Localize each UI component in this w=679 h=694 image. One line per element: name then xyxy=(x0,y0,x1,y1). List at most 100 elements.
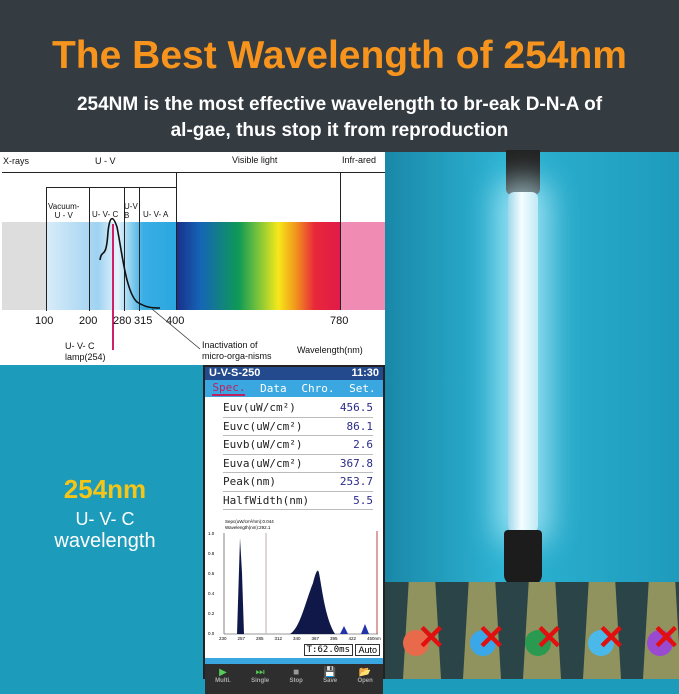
step-icon: ⏭ xyxy=(255,667,265,678)
spectrum-diagram: X-rays U - V Visible light Infr-ared Vac… xyxy=(0,152,385,365)
x-tick: 422 xyxy=(348,636,357,641)
infrared-band xyxy=(341,222,385,310)
wavelength-label: wavelength xyxy=(54,530,156,552)
divider xyxy=(139,187,140,311)
lamp-label: lamp(254) xyxy=(65,352,106,362)
region-label: Infr-ared xyxy=(342,155,377,165)
table-row: Euvb(uW/cm²) 2.6 xyxy=(223,436,373,455)
x-tick: 312 xyxy=(274,636,283,641)
tick-label: 315 xyxy=(134,315,153,327)
readings-table: Euv(uW/cm²) 456.5 Euvc(uW/cm²) 86.1 Euvb(u… xyxy=(205,397,383,513)
y-tick: 0.4 xyxy=(208,591,215,596)
tab-data[interactable]: Data xyxy=(260,382,287,395)
divider xyxy=(46,187,176,188)
cross-icon: ✕ xyxy=(652,619,679,657)
progress-bar xyxy=(205,658,383,664)
microorganism-strip: ✕ ✕ ✕ ✕ ✕ xyxy=(385,582,679,679)
region-label: U - V xyxy=(95,156,116,166)
row-label: HalfWidth(nm) xyxy=(223,493,310,507)
tick-label: 200 xyxy=(79,315,98,327)
save-button[interactable]: 💾 Save xyxy=(323,667,337,694)
clock: 11:30 xyxy=(351,367,379,379)
stop-button[interactable]: ■ Stop xyxy=(289,667,302,694)
row-value: 2.6 xyxy=(353,438,373,452)
open-button[interactable]: 📂 Open xyxy=(357,667,372,694)
row-value: 367.8 xyxy=(339,456,373,470)
x-tick: 395 xyxy=(330,636,338,641)
xray-band xyxy=(2,222,46,310)
divider xyxy=(46,187,47,311)
peak-365 xyxy=(290,570,335,634)
play-icon: ▶ xyxy=(219,667,227,678)
uv-band xyxy=(46,222,176,310)
row-value: 86.1 xyxy=(346,419,374,433)
subtitle-line: 254NM is the most effective wavelength t… xyxy=(76,94,603,115)
save-icon: 💾 xyxy=(323,667,337,678)
divider xyxy=(176,172,177,310)
status-row: T:62.0ms Auto xyxy=(205,643,383,658)
algae-icon xyxy=(525,630,551,656)
tab-bar: Spec. Data Chro. Set. xyxy=(205,380,383,397)
tab-chro[interactable]: Chro. xyxy=(301,382,335,395)
plot-info: Wavelength(nm):292.1 xyxy=(225,525,271,530)
y-tick: 0.8 xyxy=(208,551,215,556)
tick-label: 400 xyxy=(166,315,185,327)
bacteria-icon xyxy=(588,630,614,656)
table-row: Euv(uW/cm²) 456.5 xyxy=(223,399,373,418)
wavelength-callout: 254nm U- V- C wavelength xyxy=(40,474,170,553)
multi-button[interactable]: ▶ Multi. xyxy=(215,667,231,694)
cross-icon: ✕ xyxy=(477,619,506,657)
table-row: Peak(nm) 253.7 xyxy=(223,473,373,492)
subband-label: U- V- C xyxy=(92,210,119,219)
single-button[interactable]: ⏭ Single xyxy=(251,667,269,694)
inactivation-curve xyxy=(99,217,201,350)
model-name: U-V-S-250 xyxy=(209,367,261,379)
tab-spec[interactable]: Spec. xyxy=(212,381,246,396)
spectrum-plot: Sepc(uW/cm²/nm):0.044 Wavelength(nm):292… xyxy=(205,513,383,643)
y-tick: 0.2 xyxy=(208,611,215,616)
lamp-label: U- V- C xyxy=(65,341,95,351)
divider xyxy=(124,187,125,311)
row-label: Euvb(uW/cm²) xyxy=(223,438,303,452)
exposure-time: T:62.0ms xyxy=(303,644,353,656)
uv-lamp xyxy=(498,150,548,590)
page-title: The Best Wavelength of 254nm xyxy=(51,34,627,77)
stop-icon: ■ xyxy=(293,667,300,678)
row-value: 5.5 xyxy=(353,493,373,507)
tab-set[interactable]: Set. xyxy=(349,382,376,395)
peak-254 xyxy=(237,538,244,634)
cross-icon: ✕ xyxy=(597,619,626,657)
cross-icon: ✕ xyxy=(417,619,446,657)
subband-label: U-V B xyxy=(124,202,138,220)
plot-info: Sepc(uW/cm²/nm):0.044 xyxy=(225,519,274,524)
uv-meter-screen: U-V-S-250 11:30 Spec. Data Chro. Set. Euv… xyxy=(203,365,385,694)
mode-button[interactable]: Auto xyxy=(355,644,380,656)
y-tick: 0.6 xyxy=(208,571,215,576)
inactivation-label: micro-orga-nisms xyxy=(202,351,272,361)
table-row: Euvc(uW/cm²) 86.1 xyxy=(223,418,374,436)
x-tick: 450nm xyxy=(367,636,381,641)
amoeba-icon xyxy=(470,630,496,656)
x-tick: 340 xyxy=(293,636,301,641)
divider xyxy=(2,172,385,173)
table-row: Euva(uW/cm²) 367.8 xyxy=(223,455,373,473)
tick-label: 100 xyxy=(35,315,54,327)
folder-icon: 📂 xyxy=(358,667,372,678)
region-label: Visible light xyxy=(232,155,278,165)
x-tick: 257 xyxy=(237,636,246,641)
subtitle-line: al-gae, thus stop it from reproduction xyxy=(170,120,509,141)
row-label: Euvc(uW/cm²) xyxy=(223,419,303,433)
row-label: Peak(nm) xyxy=(223,475,276,489)
row-label: Euva(uW/cm²) xyxy=(223,456,303,470)
tick-label: 780 xyxy=(330,315,349,327)
x-tick: 367 xyxy=(311,636,320,641)
divider xyxy=(340,172,341,310)
row-value: 253.7 xyxy=(339,475,373,489)
subtitle: 254NM is the most effective wavelength t… xyxy=(0,92,679,144)
status-bar: U-V-S-250 11:30 xyxy=(205,367,383,380)
inactivation-label: Inactivation of xyxy=(202,340,258,350)
y-tick: 1.0 xyxy=(208,531,215,536)
cross-icon: ✕ xyxy=(535,619,564,657)
germ-icon xyxy=(647,630,673,656)
tick-label: 280 xyxy=(113,315,132,327)
